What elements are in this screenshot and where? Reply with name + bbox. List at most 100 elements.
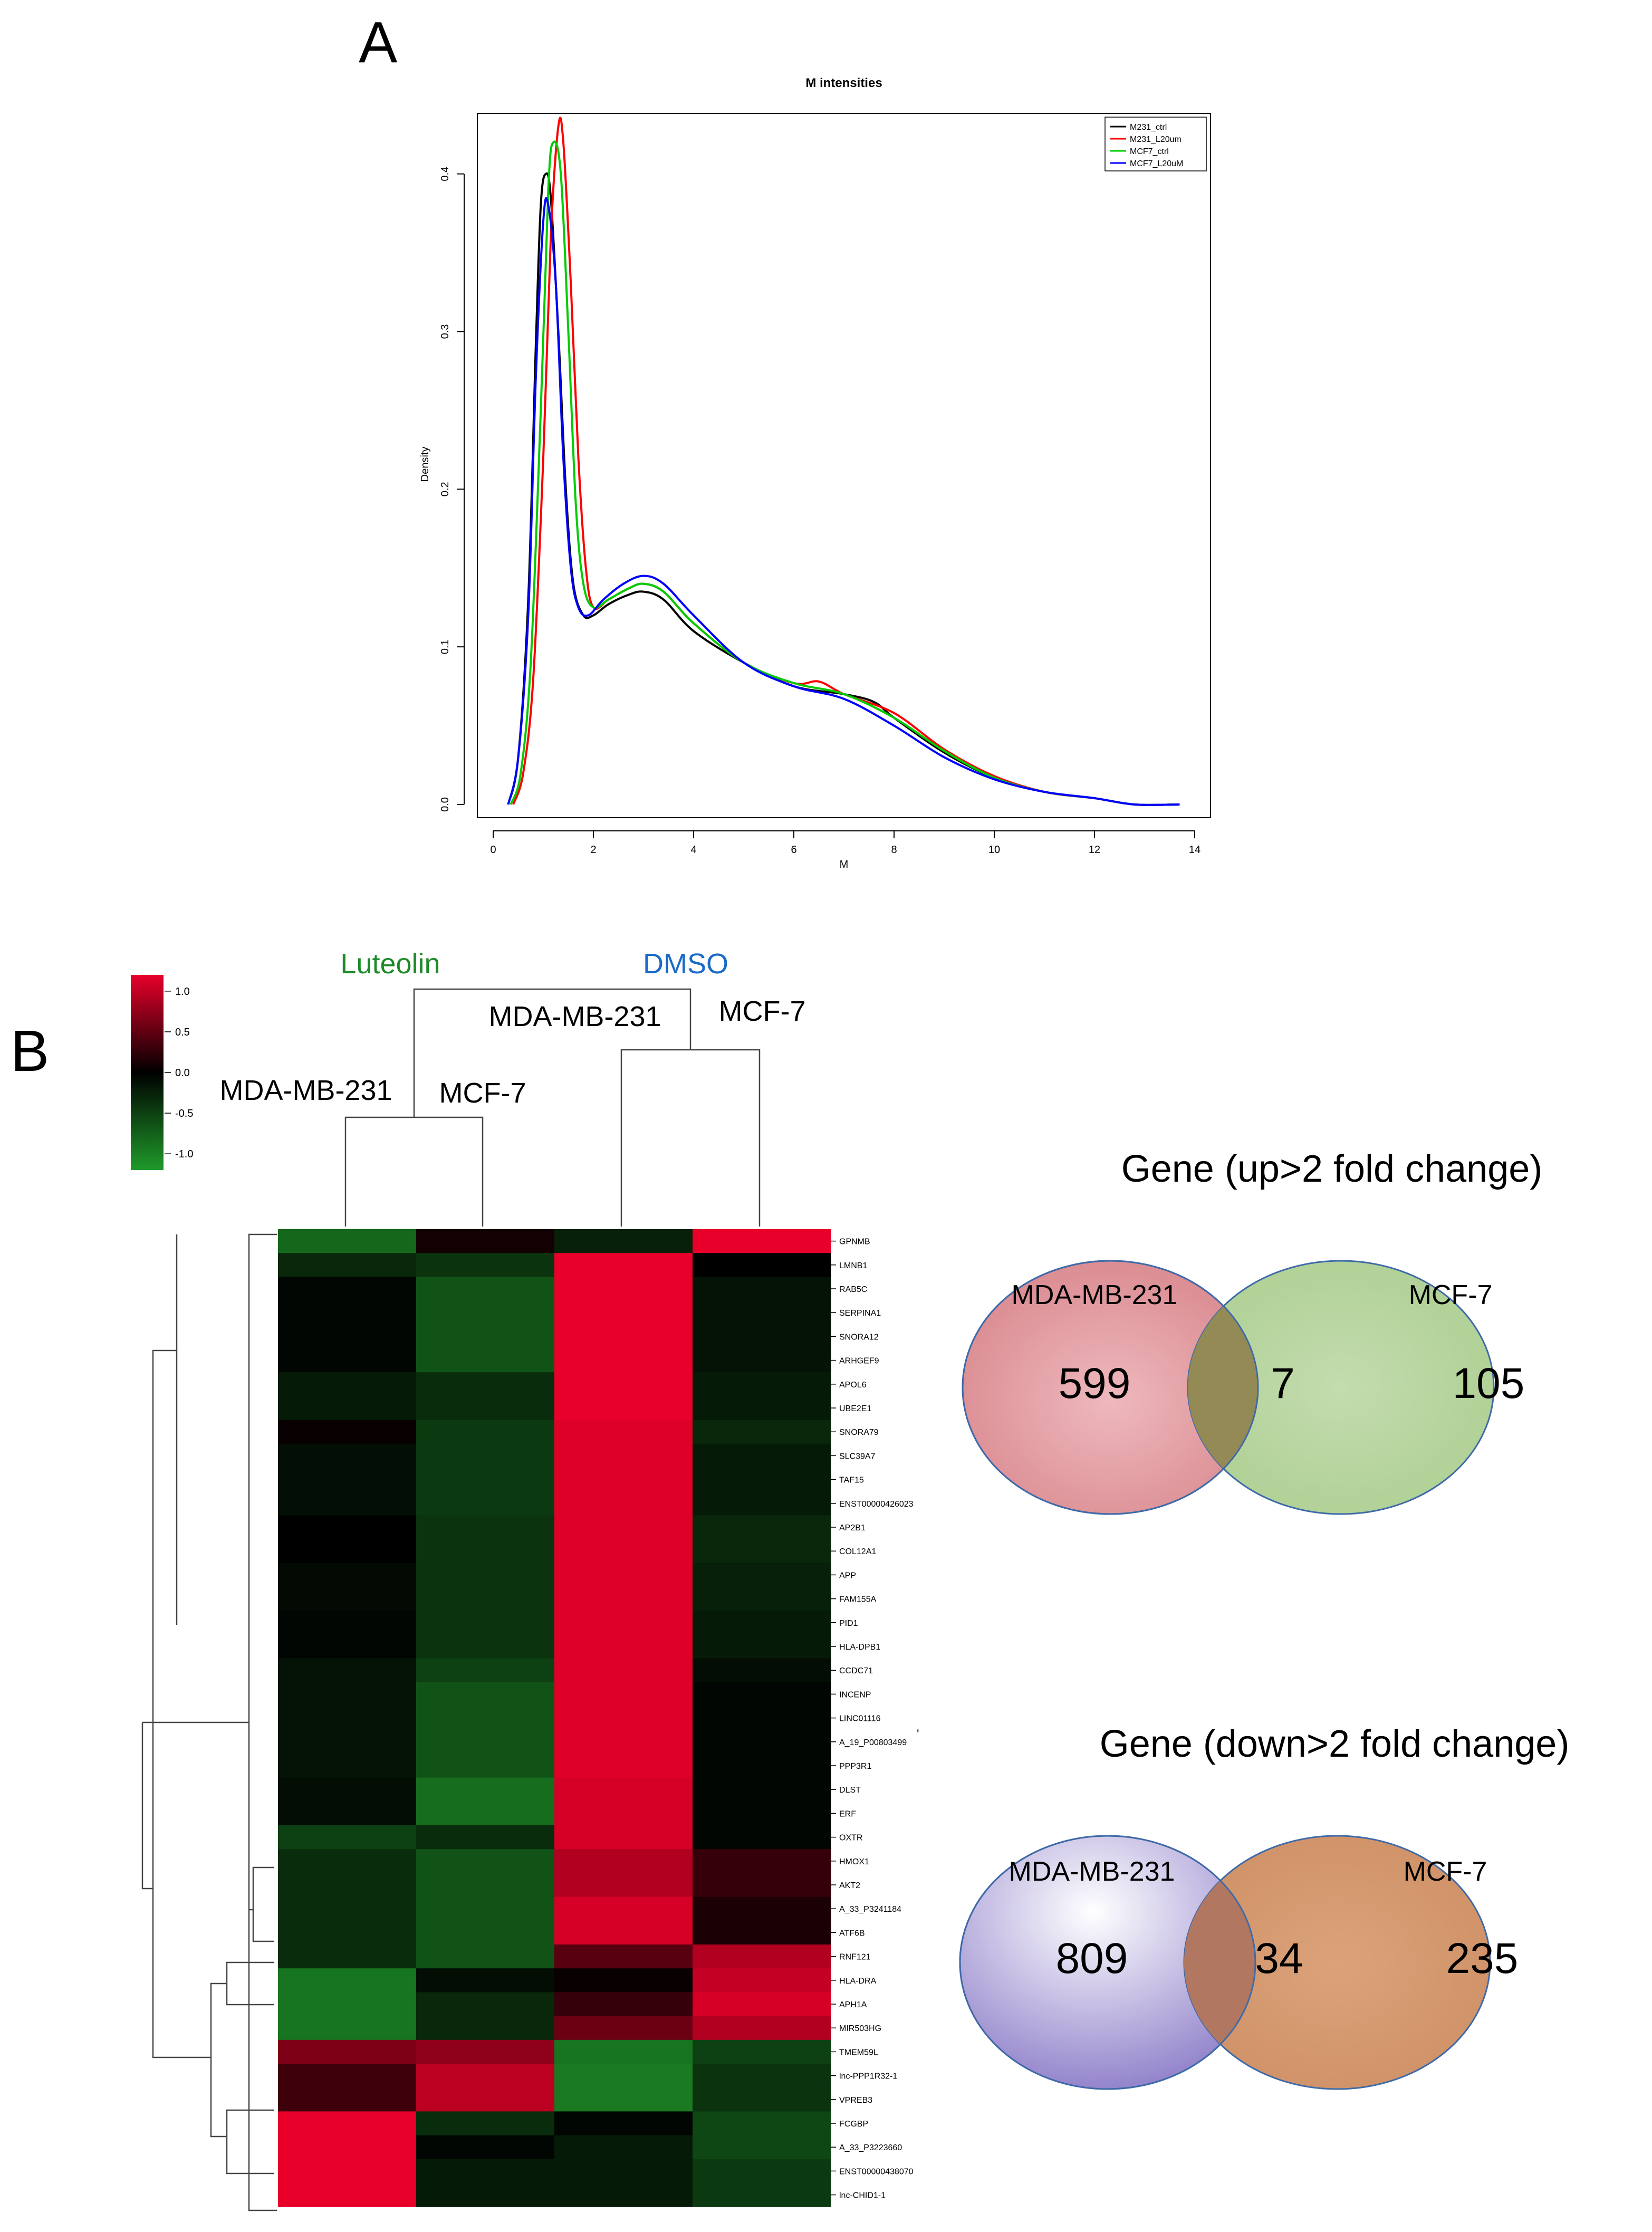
gene-label: PPP3R1 bbox=[839, 1762, 871, 1771]
legend-entry-m231-l20: M231_L20um bbox=[1130, 135, 1182, 144]
heatmap-cell bbox=[278, 1468, 417, 1492]
heatmap-cell bbox=[416, 1491, 555, 1516]
venn-down: MDA-MB-231 MCF-7 809 34 235 bbox=[959, 1835, 1518, 2090]
heatmap-cell bbox=[554, 1396, 693, 1421]
heatmap-cell bbox=[416, 1682, 555, 1707]
heatmap-cell bbox=[554, 2039, 693, 2064]
heatmap-cell bbox=[693, 1300, 831, 1325]
panel-label-a: A bbox=[359, 10, 398, 75]
heatmap-cell bbox=[554, 1372, 693, 1396]
venn-up-mcf-count: 105 bbox=[1453, 1359, 1525, 1407]
label-dmso: DMSO bbox=[643, 948, 728, 980]
heatmap-cell bbox=[693, 1372, 831, 1396]
heatmap-cell bbox=[278, 1992, 417, 2017]
gene-label: RAB5C bbox=[839, 1285, 867, 1294]
heatmap-cell bbox=[416, 1992, 555, 2017]
venn-up-mcf-label: MCF-7 bbox=[1409, 1280, 1493, 1310]
label-luteolin: Luteolin bbox=[340, 948, 440, 980]
heatmap-cell bbox=[278, 1253, 417, 1277]
heatmap-cell bbox=[554, 2159, 693, 2183]
heatmap-cell bbox=[554, 1634, 693, 1659]
heatmap-cell bbox=[416, 1706, 555, 1730]
heatmap-cell bbox=[416, 2039, 555, 2064]
heatmap-cell bbox=[554, 1801, 693, 1826]
heatmap-cell bbox=[554, 1587, 693, 1611]
heatmap-cell bbox=[278, 2087, 417, 2112]
heatmap-cell bbox=[693, 1896, 831, 1921]
x-tick-label: 12 bbox=[1089, 844, 1100, 856]
heatmap-cell bbox=[416, 1968, 555, 1992]
heatmap-cell bbox=[693, 1777, 831, 1802]
heatmap-cell bbox=[416, 2183, 555, 2207]
heatmap-cell bbox=[554, 2183, 693, 2207]
venn-up-mda-label: MDA-MB-231 bbox=[1012, 1280, 1178, 1310]
gene-label: lnc-PPP1R32-1 bbox=[839, 2072, 897, 2081]
heatmap-cell bbox=[554, 1754, 693, 1778]
heatmap-cell bbox=[278, 1706, 417, 1730]
heatmap-cell bbox=[693, 1420, 831, 1444]
heatmap-cell bbox=[693, 1324, 831, 1349]
heatmap-cell bbox=[693, 1348, 831, 1373]
gene-label: ERF bbox=[839, 1809, 856, 1818]
venn-down-mda-outline bbox=[959, 1835, 1256, 2090]
heatmap-cell bbox=[693, 1992, 831, 2017]
y-tick-label: 0.0 bbox=[439, 797, 451, 812]
legend-entry-m231-ctrl: M231_ctrl bbox=[1130, 123, 1167, 132]
label-mda-dmso: MDA-MB-231 bbox=[488, 1001, 661, 1032]
heatmap-cell bbox=[554, 1777, 693, 1802]
heatmap-cell bbox=[554, 2111, 693, 2136]
label-mcf-dmso: MCF-7 bbox=[719, 995, 806, 1027]
heatmap-cell bbox=[693, 1491, 831, 1516]
x-tick-label: 0 bbox=[490, 844, 496, 856]
x-tick-label: 10 bbox=[988, 844, 1000, 856]
heatmap-cell bbox=[554, 1682, 693, 1707]
heatmap-cell bbox=[278, 1968, 417, 1992]
venn-down-title: Gene (down>2 fold change) bbox=[1100, 1723, 1570, 1765]
density-line-m231-ctrl bbox=[507, 172, 1180, 806]
gene-label: SNORA12 bbox=[839, 1333, 879, 1342]
gene-label: CCDC71 bbox=[839, 1666, 873, 1675]
heatmap-cell bbox=[693, 1253, 831, 1277]
heatmap-cell bbox=[693, 1443, 831, 1468]
heatmap-cell bbox=[554, 1420, 693, 1444]
heatmap-cell bbox=[693, 1658, 831, 1683]
panel-label-b: B bbox=[11, 1019, 49, 1084]
heatmap-cell bbox=[554, 2135, 693, 2160]
density-legend: M231_ctrl M231_L20um MCF7_ctrl MCF7_L20u… bbox=[1104, 117, 1207, 171]
heatmap-cell bbox=[416, 1443, 555, 1468]
heatmap-cell bbox=[278, 2111, 417, 2136]
heatmap-cell bbox=[693, 1801, 831, 1826]
heatmap-cell bbox=[416, 1944, 555, 1969]
heatmap-cell bbox=[278, 1324, 417, 1349]
gene-label: ENST00000438070 bbox=[839, 2167, 914, 2176]
gene-label: APOL6 bbox=[839, 1381, 867, 1390]
heatmap-cell bbox=[554, 1992, 693, 2017]
heatmap-cell bbox=[693, 1396, 831, 1421]
venn-down-mcf-label: MCF-7 bbox=[1404, 1856, 1487, 1887]
y-tick-label: 0.2 bbox=[439, 482, 451, 496]
color-key-tick-label: 1.0 bbox=[175, 986, 190, 998]
heatmap-cell bbox=[278, 1801, 417, 1826]
heatmap-cell bbox=[278, 1920, 417, 1945]
heatmap-cell bbox=[278, 1372, 417, 1396]
gene-label: COL12A1 bbox=[839, 1547, 876, 1556]
gene-label: RNF121 bbox=[839, 1953, 871, 1962]
heatmap-cell bbox=[416, 1515, 555, 1540]
venn-up-title: Gene (up>2 fold change) bbox=[1121, 1148, 1543, 1190]
density-line-mcf7-l20um bbox=[507, 197, 1180, 806]
heatmap-cell bbox=[554, 1277, 693, 1301]
heatmap-cell bbox=[416, 1229, 555, 1253]
heatmap-cell bbox=[416, 2087, 555, 2112]
gene-label: GPNMB bbox=[839, 1238, 870, 1247]
heatmap-cell bbox=[554, 1873, 693, 1898]
heatmap-cell bbox=[416, 1563, 555, 1587]
color-key-bar bbox=[131, 975, 164, 1170]
heatmap-cell bbox=[554, 1515, 693, 1540]
heatmap-cell bbox=[416, 1873, 555, 1898]
venn-up: MDA-MB-231 MCF-7 599 7 105 bbox=[962, 1260, 1525, 1515]
gene-label: A_33_P3223660 bbox=[839, 2143, 902, 2152]
heatmap-cell bbox=[278, 1348, 417, 1373]
heatmap-cell bbox=[693, 1706, 831, 1730]
gene-label: A_33_P3241184 bbox=[839, 1905, 901, 1914]
heatmap-cell bbox=[416, 1539, 555, 1564]
